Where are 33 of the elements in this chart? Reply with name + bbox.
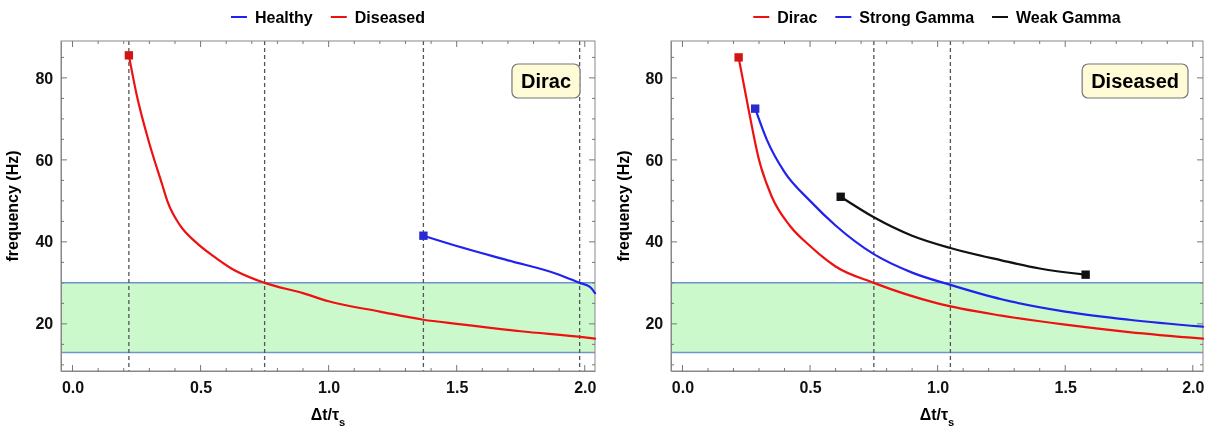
point (751, 104, 760, 113)
y-tick-label: 60 (35, 151, 54, 169)
y-tick-label: 40 (35, 233, 54, 251)
legend-label: Strong Gamma (859, 9, 975, 26)
x-tick-label: 1.5 (446, 379, 469, 397)
y-tick-label: 60 (645, 151, 664, 169)
annotation: Dirac (520, 70, 571, 92)
point (1081, 270, 1090, 279)
legend-label: Weak Gamma (1016, 9, 1121, 26)
annotation: Diseased (1091, 70, 1179, 92)
legend-label: Dirac (777, 9, 818, 26)
x-axis-title: Δt/τ$_{s}$ (919, 406, 955, 428)
x-tick-label: 0.0 (61, 379, 85, 397)
x-tick-label: 1.0 (318, 379, 341, 397)
x-tick-label: 0.5 (189, 379, 213, 397)
x-tick-label: 1.0 (927, 379, 950, 397)
x-tick-label: 0.5 (799, 379, 822, 397)
y-tick-label: 80 (645, 69, 664, 87)
y-tick-label: 40 (645, 233, 664, 251)
point (734, 53, 743, 62)
x-axis-title: Δt/τ$_{s}$ (310, 406, 346, 428)
y-tick-label: 20 (35, 315, 54, 333)
point (836, 192, 845, 201)
y-tick-label: 20 (645, 315, 664, 333)
y-axis-title: frequency (Hz) (4, 150, 21, 262)
legend-label: Diseased (354, 9, 426, 26)
y-axis-title: frequency (Hz) (615, 150, 632, 262)
x-tick-label: 2.0 (574, 379, 597, 397)
x-tick-label: 1.5 (1054, 379, 1077, 397)
x-tick-label: 0.0 (671, 379, 695, 397)
legend-label: Healthy (254, 9, 313, 26)
x-tick-label: 2.0 (1182, 379, 1205, 397)
y-tick-label: 80 (35, 69, 54, 87)
